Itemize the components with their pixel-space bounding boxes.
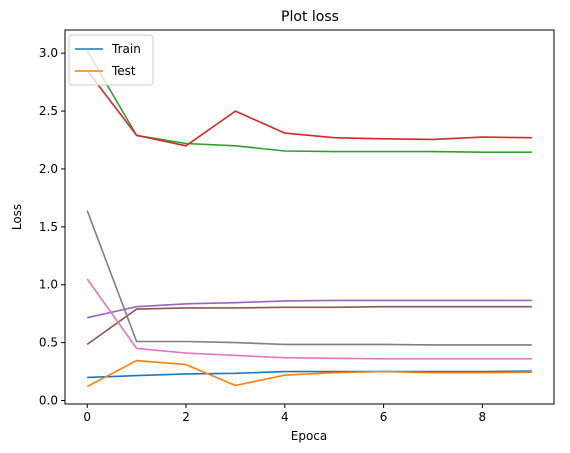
chart-title: Plot loss [281, 9, 339, 25]
series-lines [86, 50, 532, 388]
x-tick-label: 2 [182, 410, 190, 424]
series-line-0 [87, 370, 532, 379]
legend-label: Train [111, 42, 141, 56]
series-line-2 [86, 50, 532, 153]
x-tick-label: 4 [281, 410, 289, 424]
y-tick-label: 0.5 [39, 336, 58, 350]
x-tick-label: 8 [479, 410, 487, 424]
series-line-3 [86, 70, 532, 147]
series-line-5 [86, 305, 532, 346]
series-line-6 [86, 278, 532, 360]
axis-ticks: 0 2 4 6 8 0.0 0.5 1.0 1.5 2.0 2.5 3.0 [39, 46, 486, 424]
legend: Train Test [68, 34, 154, 86]
plot-frame [64, 29, 555, 405]
x-axis-label: Epoca [291, 429, 328, 443]
x-tick-label: 6 [380, 410, 388, 424]
legend-label: Test [111, 64, 136, 78]
y-tick-label: 2.0 [39, 162, 58, 176]
y-tick-label: 1.0 [39, 278, 58, 292]
series-line-7 [86, 210, 532, 346]
y-axis-label: Loss [10, 204, 24, 230]
y-tick-label: 0.0 [39, 394, 58, 408]
series-line-4 [87, 299, 532, 319]
y-tick-label: 1.5 [39, 220, 58, 234]
series-line-1 [86, 359, 532, 388]
y-tick-label: 3.0 [39, 46, 58, 60]
legend-box [68, 34, 154, 86]
x-tick-label: 0 [83, 410, 91, 424]
y-tick-label: 2.5 [39, 104, 58, 118]
